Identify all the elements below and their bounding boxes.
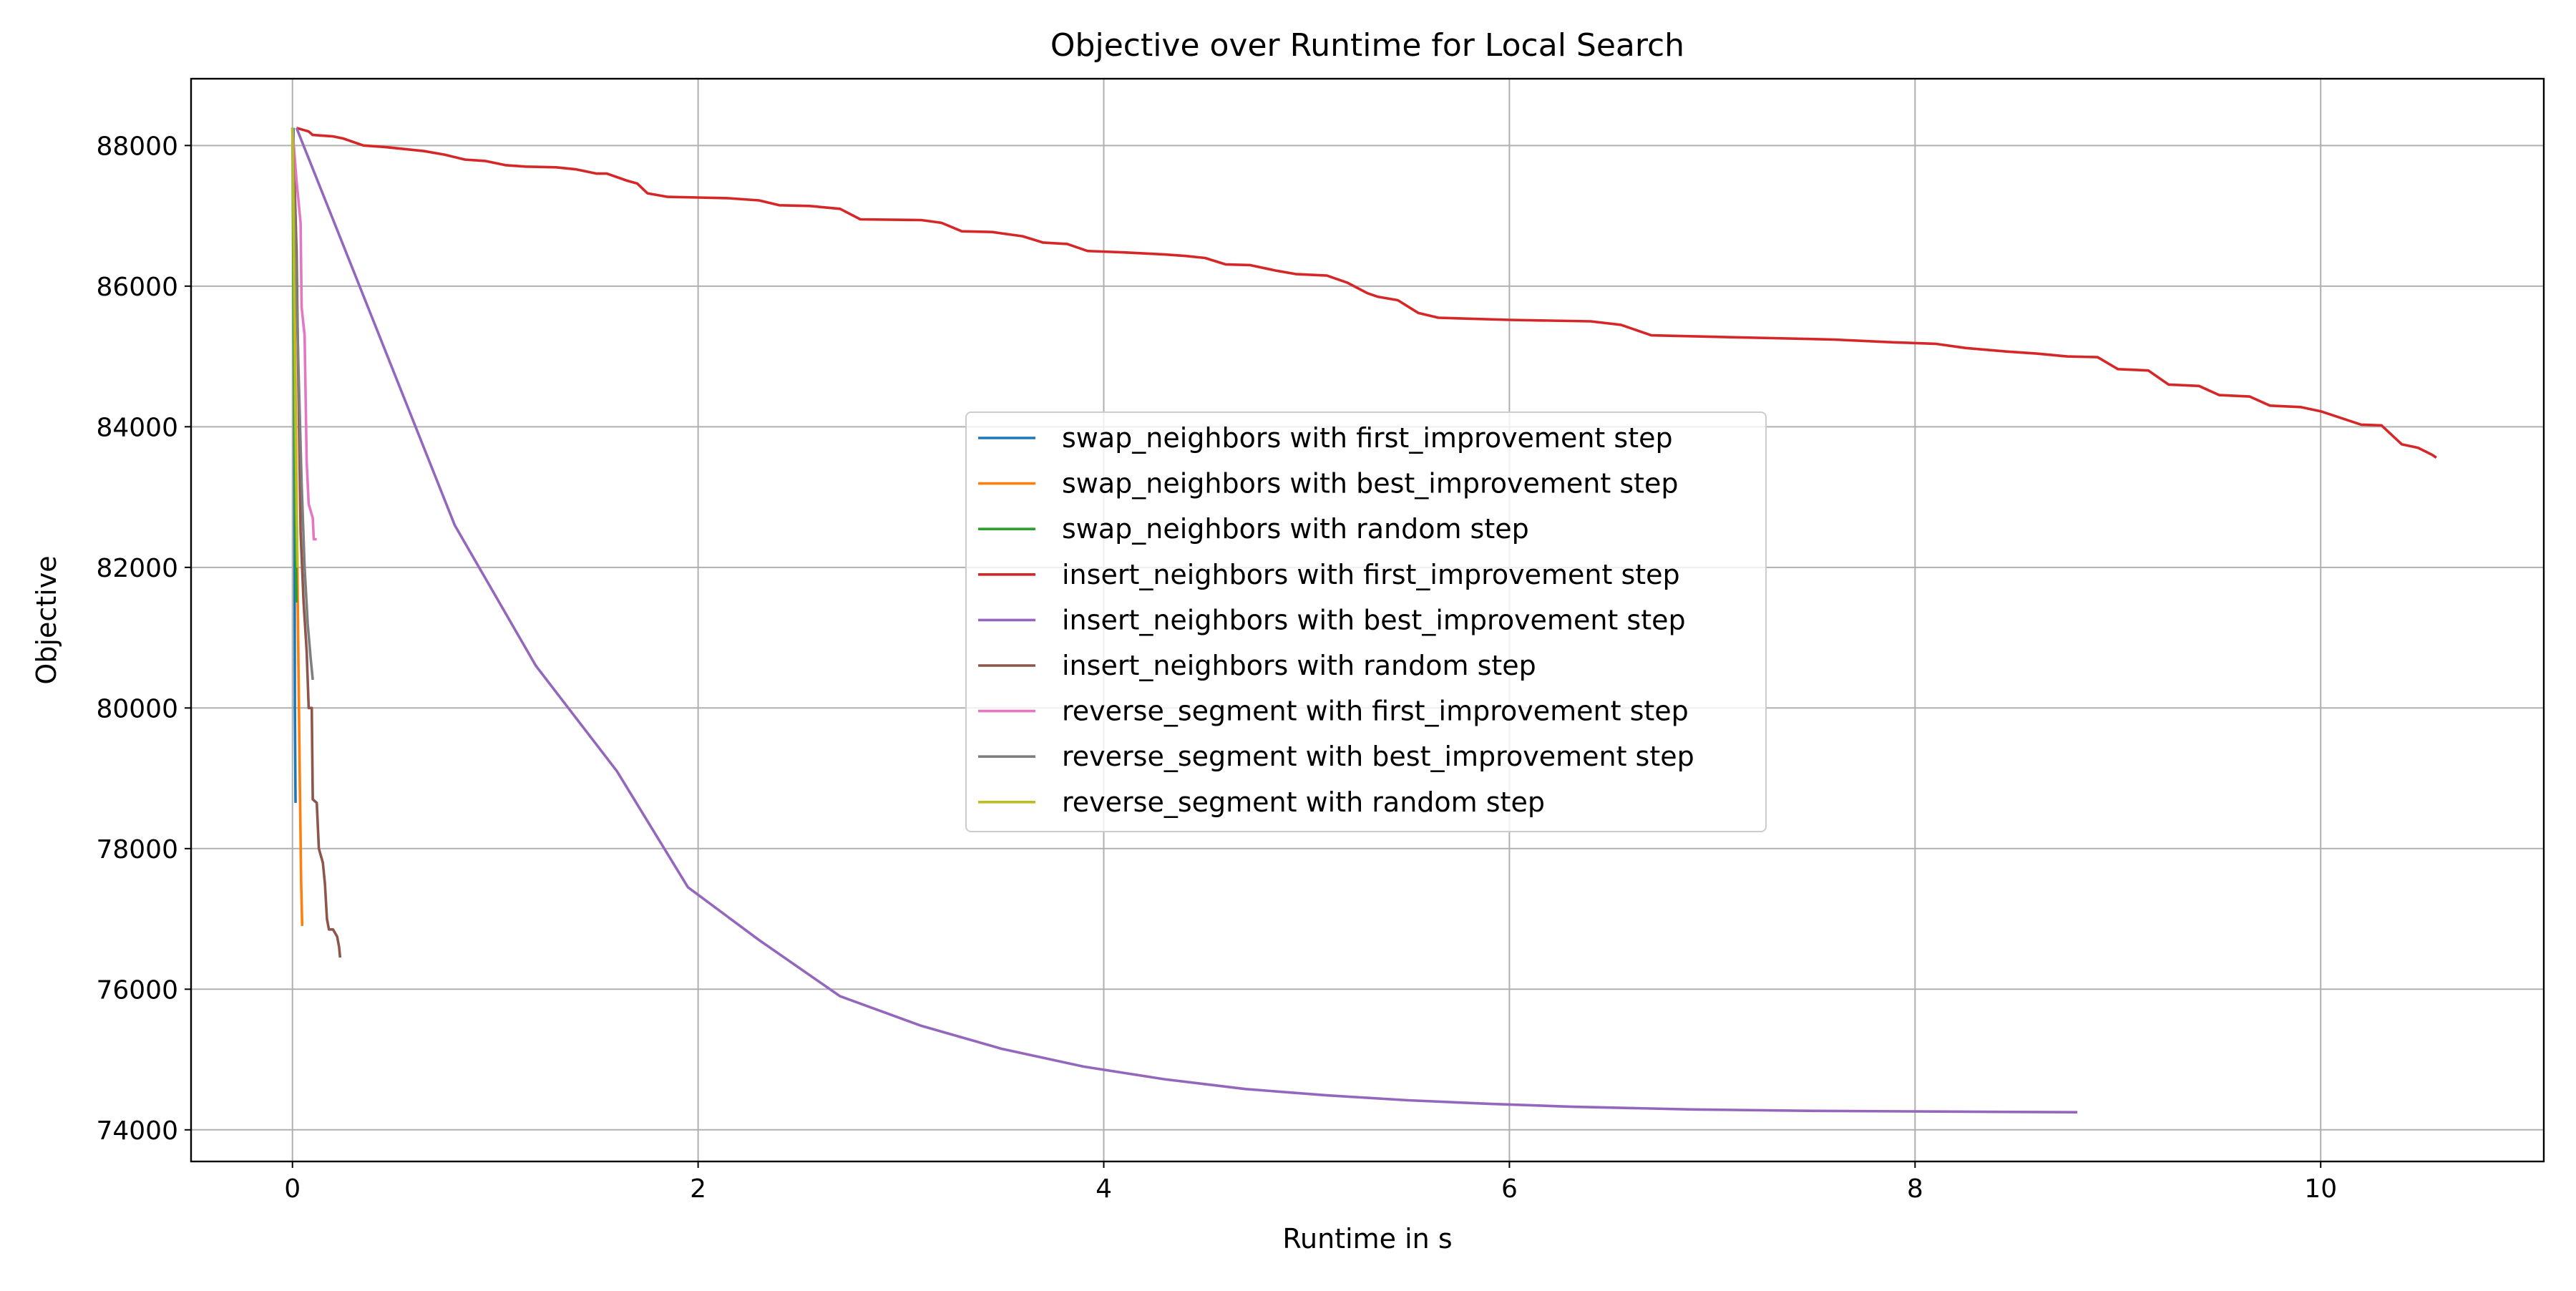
y-tick-label: 78000 <box>96 835 178 864</box>
x-tick-label: 2 <box>690 1174 706 1204</box>
y-axis-label: Objective <box>31 555 62 684</box>
plot-frame <box>190 77 2545 1163</box>
axis-ticks: 0 2 4 6 8 10 74000 76000 78000 80000 82000 84000 860… <box>96 132 2337 1204</box>
legend-label: reverse_segment with random step <box>1062 786 1545 818</box>
x-tick-label: 6 <box>1501 1174 1518 1204</box>
y-tick-label: 82000 <box>96 554 178 583</box>
x-tick-label: 0 <box>284 1174 301 1204</box>
legend-label: reverse_segment with best_improvement st… <box>1062 741 1694 772</box>
series-line-4 <box>296 127 2437 459</box>
y-tick-label: 84000 <box>96 413 178 442</box>
legend-label: swap_neighbors with random step <box>1062 513 1529 545</box>
legend-label: insert_neighbors with first_improvement … <box>1062 559 1680 590</box>
x-axis-label: Runtime in s <box>1282 1223 1452 1255</box>
legend: swap_neighbors with first_improvement st… <box>965 411 1767 832</box>
y-tick-label: 76000 <box>96 975 178 1005</box>
y-tick-label: 88000 <box>96 132 178 161</box>
legend-box <box>965 411 1767 832</box>
chart-title: Objective over Runtime for Local Search <box>1050 27 1684 64</box>
series-line-7 <box>291 127 317 541</box>
x-tick-label: 8 <box>1907 1174 1923 1204</box>
x-tick-label: 10 <box>2304 1174 2337 1204</box>
x-tick-label: 4 <box>1096 1174 1112 1204</box>
y-tick-label: 80000 <box>96 694 178 724</box>
series-line-9 <box>291 127 299 567</box>
legend-label: reverse_segment with first_improvement s… <box>1062 696 1689 727</box>
legend-label: swap_neighbors with first_improvement st… <box>1062 422 1673 454</box>
y-tick-label: 86000 <box>96 273 178 302</box>
series-line-8 <box>291 127 314 681</box>
legend-label: insert_neighbors with random step <box>1062 650 1536 681</box>
legend-label: swap_neighbors with best_improvement ste… <box>1062 468 1679 500</box>
legend-label: insert_neighbors with best_improvement s… <box>1062 604 1686 635</box>
y-tick-label: 74000 <box>96 1116 178 1146</box>
series-lines <box>291 127 2437 1114</box>
series-line-5 <box>295 127 2078 1114</box>
